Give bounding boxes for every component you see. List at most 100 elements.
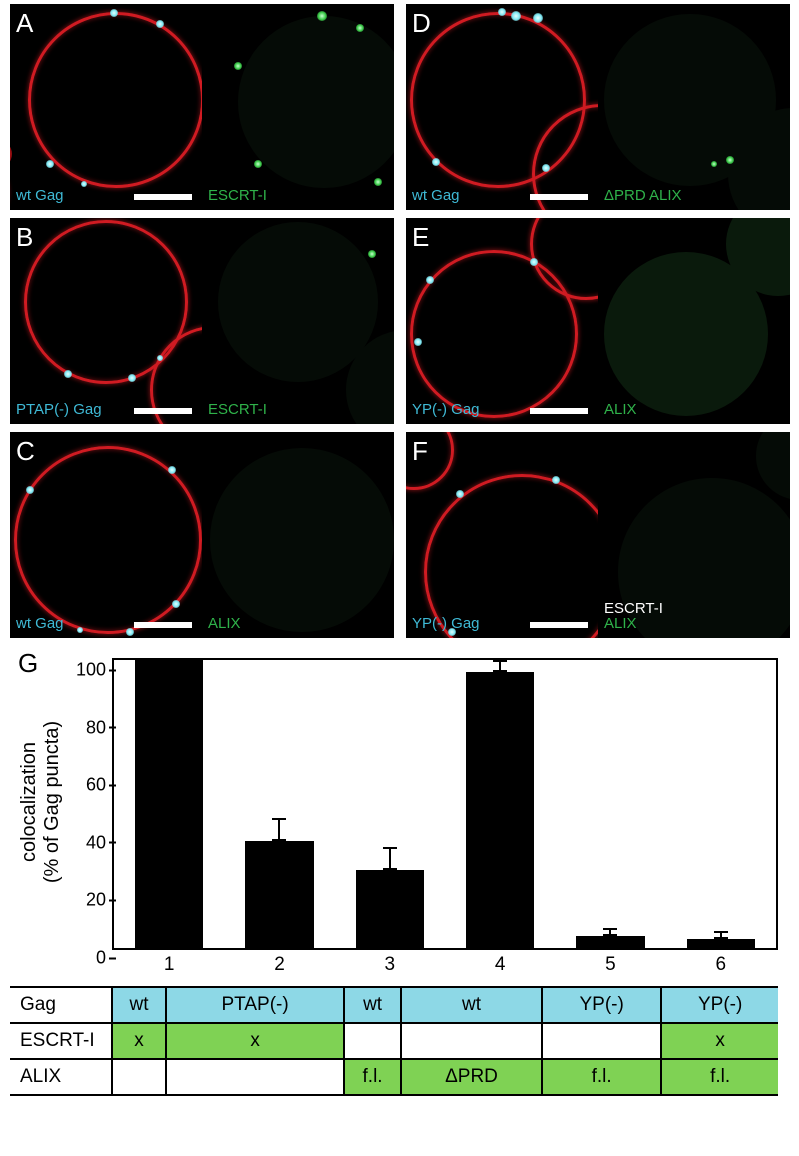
channel-label: ESCRT-I <box>208 402 267 418</box>
merge-image: Awt Gag <box>10 4 202 210</box>
panel-c: Cwt Gag ALIX <box>10 432 394 638</box>
merge-image: EYP(-) Gag <box>406 218 598 424</box>
bar <box>687 939 755 948</box>
bar-index: 3 <box>385 948 396 976</box>
table-cell: x <box>661 1023 778 1059</box>
table-cell: f.l. <box>344 1059 401 1095</box>
channel-label-stack: ESCRT-IALIX <box>604 601 663 633</box>
green-punctum <box>374 178 382 186</box>
table-cell: f.l. <box>542 1059 661 1095</box>
gag-punctum <box>156 20 164 28</box>
bar-index: 1 <box>164 948 175 976</box>
bar <box>466 672 534 948</box>
figure: Awt GagESCRT-IDwt GagΔPRD ALIXBPTAP(-) G… <box>4 4 795 1122</box>
bar-index: 5 <box>605 948 616 976</box>
membrane-ring <box>10 140 12 168</box>
scale-bar <box>530 194 588 200</box>
bar-chart: 123456 020406080100 <box>112 658 778 950</box>
micrograph-grid: Awt GagESCRT-IDwt GagΔPRD ALIXBPTAP(-) G… <box>4 4 795 638</box>
green-punctum <box>356 24 364 32</box>
merge-image: Cwt Gag <box>10 432 202 638</box>
channel-image: ALIX <box>202 432 394 638</box>
gag-punctum <box>157 355 163 361</box>
bar-index: 6 <box>716 948 727 976</box>
bar <box>245 841 313 948</box>
bar <box>356 870 424 948</box>
gag-punctum <box>128 374 136 382</box>
error-bar <box>499 660 501 672</box>
error-bar <box>720 931 722 940</box>
channel-label: ESCRT-I <box>604 601 663 617</box>
channel-label: ΔPRD ALIX <box>604 188 682 204</box>
green-punctum <box>254 160 262 168</box>
vesicle-interior <box>210 448 394 632</box>
y-tick: 40 <box>86 832 114 853</box>
gag-punctum <box>511 11 521 21</box>
channel-image: ESCRT-I <box>202 4 394 210</box>
error-bar <box>389 847 391 870</box>
row-header: Gag <box>10 987 112 1023</box>
y-tick: 100 <box>76 660 114 681</box>
bar-cell: 5 <box>555 660 665 948</box>
table-cell: x <box>166 1023 344 1059</box>
merge-image: B PTAP(-) Gag <box>10 218 202 424</box>
table-cell: wt <box>401 987 542 1023</box>
green-punctum <box>726 156 734 164</box>
gag-punctum <box>530 258 538 266</box>
scale-bar <box>134 622 192 628</box>
channel-label: ALIX <box>208 616 241 632</box>
gag-punctum <box>498 8 506 16</box>
panel-e: EYP(-) GagALIX <box>406 218 790 424</box>
conditions-table: GagwtPTAP(-)wtwtYP(-)YP(-)ESCRT-IxxxALIX… <box>10 986 778 1096</box>
scale-bar <box>134 194 192 200</box>
panel-letter: B <box>16 222 33 253</box>
panel-d: Dwt GagΔPRD ALIX <box>406 4 790 210</box>
channel-label: ESCRT-I <box>208 188 267 204</box>
panel-letter: C <box>16 436 35 467</box>
gag-punctum <box>168 466 176 474</box>
scale-bar <box>134 408 192 414</box>
bar <box>576 936 644 948</box>
y-tick: 0 <box>96 948 114 969</box>
table-cell <box>166 1059 344 1095</box>
table-cell <box>401 1023 542 1059</box>
bar-cell: 4 <box>445 660 555 948</box>
gag-punctum <box>77 627 83 633</box>
bar-cell: 3 <box>335 660 445 948</box>
gag-label: PTAP(-) Gag <box>16 402 102 418</box>
table-cell <box>542 1023 661 1059</box>
channel-image: ESCRT-IALIX <box>598 432 790 638</box>
scale-bar <box>530 622 588 628</box>
gag-punctum <box>26 486 34 494</box>
table-cell <box>112 1059 166 1095</box>
gag-punctum <box>126 628 134 636</box>
bar-index: 2 <box>274 948 285 976</box>
bar-index: 4 <box>495 948 506 976</box>
bar-cell: 1 <box>114 660 224 948</box>
table-cell: x <box>112 1023 166 1059</box>
error-bar <box>609 928 611 937</box>
green-punctum <box>368 250 376 258</box>
gag-label: wt Gag <box>16 188 64 204</box>
y-axis-label: colocalization (% of Gag puncta) <box>18 721 64 883</box>
panel-letter: A <box>16 8 33 39</box>
y-tick: 20 <box>86 890 114 911</box>
gag-punctum <box>64 370 72 378</box>
gag-punctum <box>414 338 422 346</box>
table-row: ESCRT-Ixxx <box>10 1023 778 1059</box>
bars-container: 123456 <box>114 660 776 948</box>
row-header: ESCRT-I <box>10 1023 112 1059</box>
channel-label: ALIX <box>604 616 663 632</box>
gag-punctum <box>46 160 54 168</box>
channel-image: ESCRT-I <box>202 218 394 424</box>
green-punctum <box>234 62 242 70</box>
gag-punctum <box>533 13 543 23</box>
y-tick: 60 <box>86 775 114 796</box>
gag-punctum <box>432 158 440 166</box>
gag-label: wt Gag <box>412 188 460 204</box>
gag-punctum <box>456 490 464 498</box>
channel-image: ΔPRD ALIX <box>598 4 790 210</box>
table-cell: wt <box>112 987 166 1023</box>
bar-cell: 6 <box>666 660 776 948</box>
green-punctum <box>711 161 717 167</box>
